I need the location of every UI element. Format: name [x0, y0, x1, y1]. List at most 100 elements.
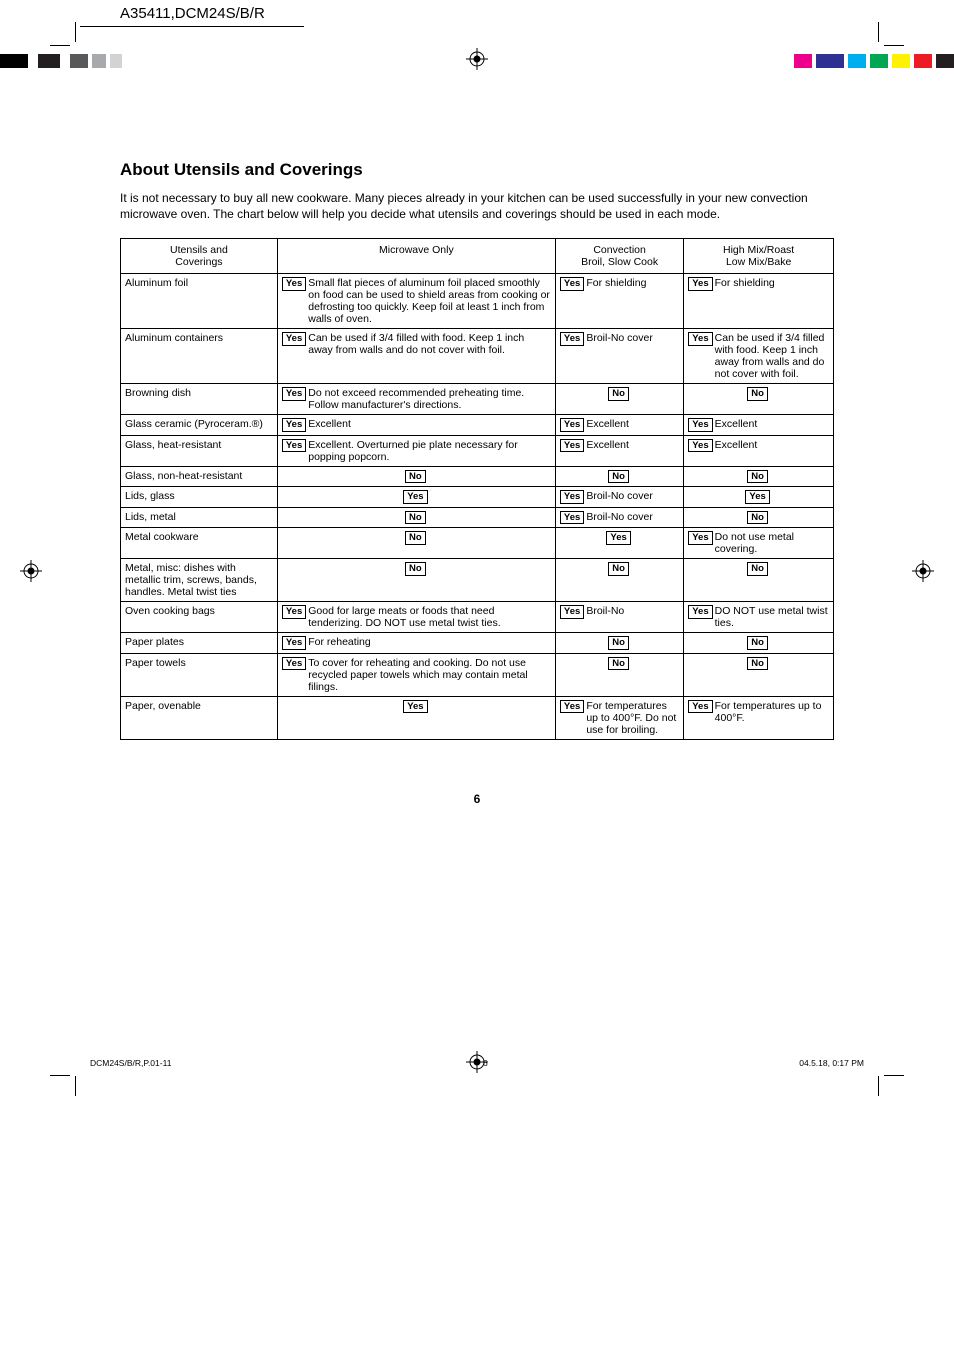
table-row: Lids, glassYesYesBroil-No coverYes — [121, 487, 834, 508]
microwave-cell: Yes — [277, 487, 555, 508]
crop-mark — [878, 1076, 879, 1096]
yes-no-badge: Yes — [282, 605, 306, 619]
convection-cell: YesBroil-No cover — [555, 329, 683, 384]
microwave-cell: No — [277, 466, 555, 487]
cell-text: For shielding — [586, 277, 679, 289]
print-registration-top: A35411,DCM24S/B/R — [0, 0, 954, 80]
yes-no-badge: Yes — [688, 700, 712, 714]
registration-color-cell — [38, 54, 60, 68]
crop-mark — [884, 45, 904, 46]
microwave-cell: No — [277, 528, 555, 559]
registration-color-cell — [936, 54, 954, 68]
convection-cell: YesExcellent — [555, 435, 683, 466]
yes-no-badge: No — [608, 470, 629, 484]
header-underline — [80, 26, 304, 27]
cell-text: For reheating — [308, 636, 551, 648]
section-title: About Utensils and Coverings — [120, 160, 834, 180]
yes-no-badge: No — [405, 511, 426, 525]
crop-mark — [75, 1076, 76, 1096]
cell-text: Do not exceed recommended preheating tim… — [308, 387, 551, 411]
yes-no-badge: Yes — [688, 332, 712, 346]
table-row: Metal cookwareNoYesYesDo not use metal c… — [121, 528, 834, 559]
cell-text: To cover for reheating and cooking. Do n… — [308, 657, 551, 693]
utensil-name: Paper towels — [121, 653, 278, 696]
table-row: Glass, heat-resistant Yes Excellent. Overt… — [121, 435, 834, 466]
table-row: Oven cooking bagsYesGood for large meats… — [121, 602, 834, 633]
yes-no-badge: No — [405, 470, 426, 484]
cell-text: DO NOT use metal twist ties. — [715, 605, 829, 629]
yes-no-badge: Yes — [282, 277, 306, 291]
utensil-name: Glass, non-heat-resistant — [121, 466, 278, 487]
microwave-cell: YesCan be used if 3/4 filled with food. … — [277, 329, 555, 384]
utensil-name: Oven cooking bags — [121, 602, 278, 633]
yes-no-badge: Yes — [403, 490, 427, 504]
registration-color-cell — [60, 54, 70, 68]
cell-text: Small flat pieces of aluminum foil place… — [308, 277, 551, 325]
registration-target-icon — [912, 560, 934, 587]
registration-target-icon — [20, 560, 42, 587]
mix-cell: YesFor temperatures up to 400°F. — [684, 696, 834, 739]
utensil-name: Lids, glass — [121, 487, 278, 508]
registration-color-cell — [0, 54, 28, 68]
yes-no-badge: No — [747, 657, 768, 671]
cell-text: Broil-No cover — [586, 490, 679, 502]
microwave-cell: YesGood for large meats or foods that ne… — [277, 602, 555, 633]
utensil-name: Browning dish — [121, 384, 278, 415]
table-row: Aluminum foilYesSmall flat pieces of alu… — [121, 274, 834, 329]
convection-cell: Yes — [555, 528, 683, 559]
convection-cell: YesBroil-No — [555, 602, 683, 633]
yes-no-badge: Yes — [560, 439, 584, 453]
convection-cell: No — [555, 559, 683, 602]
yes-no-badge: Yes — [282, 332, 306, 346]
mix-cell: YesCan be used if 3/4 filled with food. … — [684, 329, 834, 384]
table-header-row: Utensils and Coverings Microwave Only Co… — [121, 239, 834, 274]
table-row: Paper, ovenableYesYesFor temperatures up… — [121, 696, 834, 739]
yes-no-badge: No — [747, 387, 768, 401]
yes-no-badge: No — [747, 470, 768, 484]
yes-no-badge: No — [608, 636, 629, 650]
yes-no-badge: Yes — [560, 277, 584, 291]
col-convection-header: Convection Broil, Slow Cook — [555, 239, 683, 274]
mix-cell: No — [684, 384, 834, 415]
microwave-cell: YesTo cover for reheating and cooking. D… — [277, 653, 555, 696]
yes-no-badge: Yes — [282, 657, 306, 671]
convection-cell: No — [555, 633, 683, 654]
table-row: Browning dish YesDo not exceed recommende… — [121, 384, 834, 415]
microwave-cell: No — [277, 559, 555, 602]
cell-text: For temperatures up to 400°F. Do not use… — [586, 700, 679, 736]
cell-text: For temperatures up to 400°F. — [715, 700, 829, 724]
table-row: Paper platesYesFor reheatingNoNo — [121, 633, 834, 654]
registration-color-cell — [816, 54, 844, 68]
registration-color-cell — [870, 54, 888, 68]
registration-bars-left — [0, 54, 122, 68]
microwave-cell: YesExcellent — [277, 415, 555, 436]
yes-no-badge: Yes — [560, 490, 584, 504]
yes-no-badge: Yes — [282, 636, 306, 650]
yes-no-badge: No — [405, 531, 426, 545]
cell-text: Can be used if 3/4 filled with food. Kee… — [308, 332, 551, 356]
yes-no-badge: Yes — [745, 490, 769, 504]
table-body: Aluminum foilYesSmall flat pieces of alu… — [121, 274, 834, 740]
mix-cell: No — [684, 466, 834, 487]
cell-text: Excellent. Overturned pie plate necessar… — [308, 439, 551, 463]
table-row: Glass ceramic (Pyroceram.®)YesExcellentY… — [121, 415, 834, 436]
yes-no-badge: Yes — [560, 418, 584, 432]
footer-left-text: DCM24S/B/R,P.01-11 — [90, 1058, 171, 1068]
convection-cell: YesExcellent — [555, 415, 683, 436]
yes-no-badge: Yes — [282, 387, 306, 401]
registration-bars-right — [794, 54, 954, 68]
yes-no-badge: Yes — [560, 605, 584, 619]
registration-color-cell — [92, 54, 106, 68]
table-row: Metal, misc: dishes with metallic trim, … — [121, 559, 834, 602]
yes-no-badge: Yes — [688, 531, 712, 545]
yes-no-badge: No — [608, 562, 629, 576]
yes-no-badge: No — [747, 511, 768, 525]
utensil-name: Metal cookware — [121, 528, 278, 559]
cell-text: Broil-No cover — [586, 332, 679, 344]
cell-text: Good for large meats or foods that need … — [308, 605, 551, 629]
mix-cell: No — [684, 559, 834, 602]
mix-cell: No — [684, 653, 834, 696]
utensil-name: Glass, heat-resistant — [121, 435, 278, 466]
page-content: About Utensils and Coverings It is not n… — [0, 80, 954, 846]
utensil-name: Aluminum containers — [121, 329, 278, 384]
